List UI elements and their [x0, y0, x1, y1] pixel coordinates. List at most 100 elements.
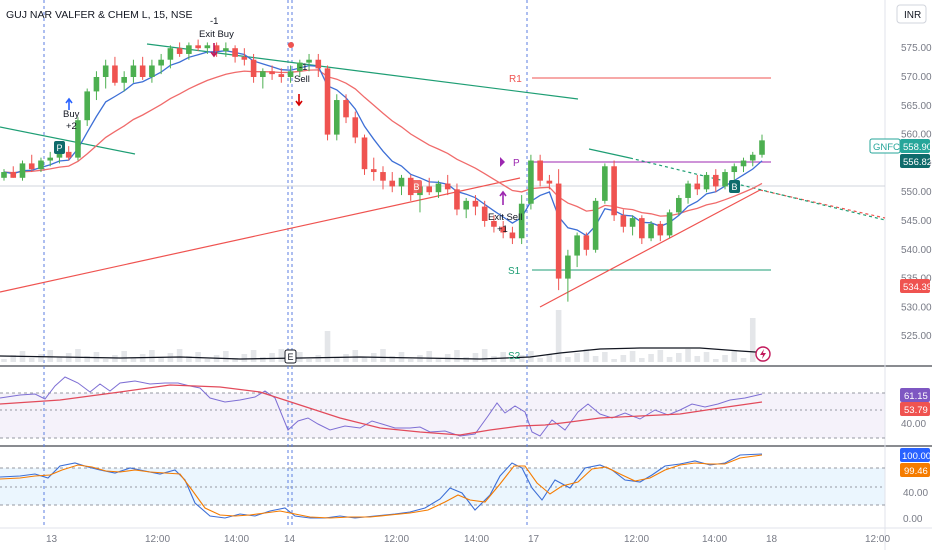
candle-body[interactable]	[56, 151, 63, 158]
candle-body[interactable]	[472, 200, 479, 207]
candle-body[interactable]	[167, 48, 174, 60]
candle-body[interactable]	[297, 62, 303, 72]
candle-body[interactable]	[195, 45, 201, 49]
candle-body[interactable]	[555, 183, 562, 279]
candle-body[interactable]	[1, 172, 7, 178]
candle-body[interactable]	[232, 48, 238, 57]
candle-body[interactable]	[278, 74, 285, 77]
candle-body[interactable]	[84, 91, 90, 121]
candle-body[interactable]	[639, 218, 645, 239]
candle-body[interactable]	[694, 183, 701, 190]
price-axis[interactable]: 575.00570.00565.00560.00555.00550.00545.…	[901, 43, 932, 342]
candle-body[interactable]	[611, 166, 617, 216]
candle-body[interactable]	[759, 140, 765, 155]
candle-body[interactable]	[223, 48, 229, 52]
candle-body[interactable]	[333, 100, 340, 135]
candle-body[interactable]	[398, 177, 405, 187]
trend-line-2[interactable]	[146, 43, 579, 100]
trend-line-4[interactable]	[539, 189, 761, 308]
candle-body[interactable]	[481, 206, 488, 221]
candle-body[interactable]	[361, 137, 368, 170]
pivot-marker-badge[interactable]	[54, 141, 65, 154]
candle-body[interactable]	[65, 151, 72, 158]
currency-button[interactable]	[896, 4, 927, 24]
candle-body[interactable]	[685, 183, 691, 198]
candle-body[interactable]	[602, 166, 608, 201]
candle-body[interactable]	[389, 180, 396, 187]
candle-body[interactable]	[703, 174, 710, 190]
stoch-d-line[interactable]	[0, 454, 763, 519]
candle-body[interactable]	[47, 157, 54, 161]
rsi-axis[interactable]: 40.00	[901, 419, 926, 430]
candle-body[interactable]	[537, 160, 543, 181]
earnings-marker-badge[interactable]	[284, 349, 297, 364]
candle-body[interactable]	[130, 65, 137, 77]
candle-body[interactable]	[657, 223, 664, 236]
candle-body[interactable]	[426, 186, 433, 193]
candle-body[interactable]	[712, 174, 719, 187]
candle-body[interactable]	[407, 177, 414, 196]
candle-body[interactable]	[528, 160, 534, 204]
candle-body[interactable]	[10, 172, 17, 178]
candle-body[interactable]	[749, 154, 756, 161]
candle-body[interactable]	[269, 71, 275, 75]
trend-line-3[interactable]	[0, 177, 521, 293]
candles[interactable]	[1, 39, 765, 302]
candle-body[interactable]	[19, 163, 26, 178]
candle-body[interactable]	[38, 160, 44, 170]
rsi-ma-line[interactable]	[0, 384, 763, 436]
candle-body[interactable]	[546, 180, 553, 184]
candle-body[interactable]	[158, 59, 164, 66]
candle-body[interactable]	[28, 163, 35, 170]
candle-body[interactable]	[509, 232, 516, 239]
candle-body[interactable]	[93, 77, 100, 92]
candle-body[interactable]	[666, 212, 673, 236]
sell-marker-badge[interactable]	[411, 180, 422, 193]
candle-body[interactable]	[250, 59, 257, 77]
candle-body[interactable]	[648, 223, 654, 239]
candle-body[interactable]	[149, 65, 155, 77]
candle-body[interactable]	[454, 189, 460, 210]
candle-body[interactable]	[306, 59, 312, 63]
candle-body[interactable]	[444, 183, 451, 190]
trend-line-5[interactable]	[588, 148, 631, 159]
candle-body[interactable]	[176, 48, 183, 54]
candle-body[interactable]	[676, 197, 682, 213]
candle-body[interactable]	[287, 71, 294, 77]
red-moving-average[interactable]	[3, 69, 763, 217]
candle-body[interactable]	[121, 77, 127, 83]
candle-body[interactable]	[435, 183, 442, 193]
candle-body[interactable]	[629, 218, 636, 227]
candle-body[interactable]	[491, 221, 497, 227]
candle-body[interactable]	[500, 226, 506, 233]
candle-body[interactable]	[75, 120, 81, 158]
candle-body[interactable]	[370, 169, 377, 173]
candle-body[interactable]	[574, 235, 580, 256]
candle-body[interactable]	[592, 200, 599, 250]
candle-body[interactable]	[260, 71, 266, 77]
candle-body[interactable]	[186, 45, 192, 54]
candle-body[interactable]	[352, 117, 359, 138]
buy-marker-badge[interactable]	[729, 180, 740, 193]
stoch-axis[interactable]: 40.00 0.00	[903, 488, 928, 525]
blue-moving-average[interactable]	[3, 50, 763, 237]
candle-body[interactable]	[241, 56, 248, 60]
candle-body[interactable]	[380, 172, 386, 181]
time-axis[interactable]: 13 12:00 14:00 14 12:00 14:00 17 12:00 14:00 18 12…	[46, 534, 890, 545]
candle-body[interactable]	[324, 68, 331, 135]
candle-body[interactable]	[518, 203, 525, 239]
candle-body[interactable]	[620, 215, 627, 227]
candle-body[interactable]	[139, 65, 146, 77]
trend-line-1[interactable]	[0, 126, 136, 155]
candle-body[interactable]	[722, 172, 728, 187]
candle-body[interactable]	[463, 200, 469, 210]
candle-body[interactable]	[583, 235, 590, 250]
candle-body[interactable]	[565, 255, 571, 279]
candle-body[interactable]	[204, 45, 211, 49]
candle-body[interactable]	[213, 45, 220, 52]
candle-body[interactable]	[740, 160, 747, 167]
candle-body[interactable]	[102, 65, 109, 77]
candle-body[interactable]	[315, 59, 322, 69]
rsi-line[interactable]	[0, 376, 763, 437]
